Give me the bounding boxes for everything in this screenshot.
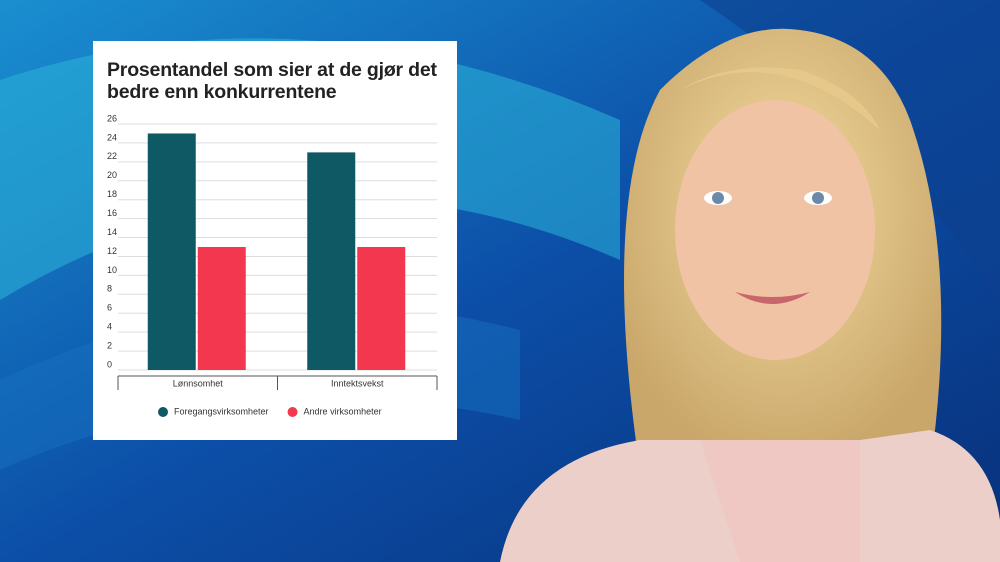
y-tick-label: 20 (107, 170, 117, 180)
x-tick-label: Lønnsomhet (173, 378, 224, 388)
y-tick-label: 26 (107, 113, 117, 123)
y-tick-label: 6 (107, 303, 112, 313)
iris (812, 192, 824, 204)
bar (197, 247, 246, 370)
iris (712, 192, 724, 204)
swirl (700, 0, 1000, 300)
bar (307, 152, 356, 370)
bar (357, 247, 406, 370)
mouth (735, 292, 810, 304)
y-tick-label: 10 (107, 265, 117, 275)
legend-marker (158, 407, 168, 417)
y-tick-label: 2 (107, 340, 112, 350)
x-tick-label: Inntektsvekst (331, 378, 384, 388)
bar (147, 133, 196, 370)
fringe (680, 67, 880, 130)
face (675, 100, 875, 360)
y-tick-label: 22 (107, 151, 117, 161)
blouse (690, 440, 870, 562)
y-tick-label: 14 (107, 227, 117, 237)
chart-card: Prosentandel som sier at de gjør det bed… (93, 41, 457, 440)
y-tick-label: 4 (107, 322, 112, 332)
y-tick-label: 24 (107, 132, 117, 142)
legend-label: Andre virksomheter (304, 406, 382, 416)
y-tick-label: 0 (107, 359, 112, 369)
jacket (860, 430, 1000, 562)
jacket (500, 440, 740, 562)
y-tick-label: 8 (107, 284, 112, 294)
y-tick-label: 12 (107, 246, 117, 256)
chart-title: Prosentandel som sier at de gjør det bed… (107, 59, 437, 103)
y-tick-label: 18 (107, 189, 117, 199)
legend-label: Foregangsvirksomheter (174, 406, 269, 416)
y-tick-label: 16 (107, 208, 117, 218)
legend-marker (287, 407, 298, 417)
